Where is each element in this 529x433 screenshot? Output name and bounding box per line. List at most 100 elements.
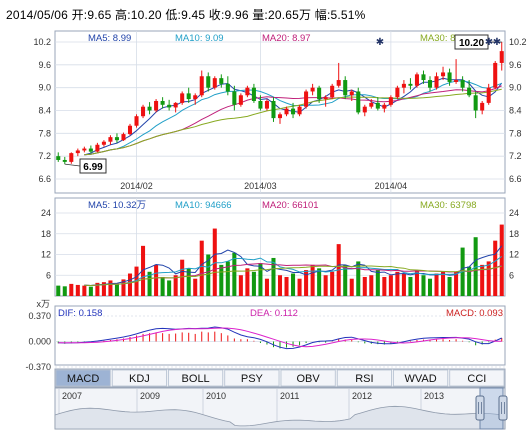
volume-bar	[382, 276, 387, 296]
price-y-tick-left: 6.6	[38, 174, 51, 184]
candle-body	[467, 87, 472, 96]
candle-body	[232, 91, 237, 105]
timeline-right-handle[interactable]	[498, 395, 508, 421]
volume-bar	[486, 261, 491, 296]
volume-bar	[291, 273, 296, 296]
price-y-tick-right: 6.6	[509, 174, 522, 184]
candle-body	[62, 159, 67, 162]
tab-psy[interactable]	[224, 369, 280, 387]
volume-bar	[323, 275, 328, 296]
indicator-tabs: MACD KDJ BOLL PSY OBV RSI WVAD CCI	[54, 368, 506, 388]
tab-label-obv[interactable]: OBV	[297, 373, 321, 385]
volume-bar	[447, 276, 452, 296]
candle-body	[173, 102, 178, 108]
tab-kdj[interactable]	[111, 369, 167, 387]
price-y-tick-left: 9.6	[38, 60, 51, 70]
volume-bar	[356, 261, 361, 296]
candle-body	[199, 76, 204, 96]
price-y-tick-left: 10.2	[33, 37, 51, 47]
candle-body	[167, 104, 172, 108]
candle-body	[473, 95, 478, 111]
tab-rsi[interactable]	[336, 369, 392, 387]
macd-y-tick: -0.370	[25, 362, 51, 372]
timeline-year-label: 2011	[280, 391, 299, 401]
volume-bar	[395, 271, 400, 296]
candle-body	[264, 100, 269, 109]
candle-body	[480, 102, 485, 111]
high-value: 10.20	[130, 8, 162, 22]
tab-macd[interactable]	[55, 369, 111, 387]
dea-line	[58, 327, 502, 348]
volume-bar	[330, 271, 335, 296]
candle-body	[121, 134, 126, 141]
candle-body	[408, 83, 413, 86]
dif-line	[58, 326, 502, 350]
dea-label: DEA: 0.112	[250, 308, 298, 319]
tab-label-rsi[interactable]: RSI	[355, 373, 373, 385]
price-y-tick-left: 9.0	[38, 83, 51, 93]
candle-body	[180, 93, 185, 103]
candle-body	[375, 102, 380, 109]
candle-body	[414, 74, 419, 86]
volume-bar	[62, 286, 67, 296]
volume-y-tick-right: 12	[509, 250, 519, 260]
timeline-year-label: 2013	[424, 391, 444, 401]
volume-bar	[69, 283, 74, 296]
high-label: 高:	[115, 8, 131, 22]
candle-body	[310, 87, 315, 92]
candle-body	[499, 51, 504, 63]
candle-body	[277, 114, 283, 119]
vol-ma30-line	[84, 265, 502, 287]
candle-body	[434, 76, 439, 88]
tab-label-cci[interactable]: CCI	[467, 373, 486, 385]
tabs-background	[54, 368, 506, 388]
candle-body	[193, 95, 198, 100]
volume-bar	[401, 273, 406, 296]
tab-obv[interactable]	[280, 369, 336, 387]
candle-body	[291, 108, 296, 115]
volume-bar	[95, 282, 100, 296]
volume-bar	[304, 270, 309, 296]
tab-label-macd[interactable]: MACD	[67, 373, 99, 385]
low-marker-label: 6.99	[83, 162, 103, 173]
macd-y-tick: 0.000	[28, 337, 51, 347]
candle-body	[284, 108, 289, 115]
tab-label-boll[interactable]: BOLL	[182, 373, 210, 385]
volume-ma-label: MA20: 66101	[262, 200, 319, 211]
candle-body	[147, 106, 152, 111]
volume-y-tick-right: 24	[509, 208, 519, 218]
volume-bar	[388, 275, 393, 296]
timeline-left-handle[interactable]	[475, 395, 485, 421]
volume-bar	[499, 224, 504, 296]
candle-body	[160, 100, 165, 105]
candle-body	[330, 85, 335, 98]
close-value: 9.96	[224, 8, 249, 22]
volume-bar	[75, 284, 80, 296]
quote-date: 2014/05/06	[6, 8, 69, 22]
candle-body	[369, 102, 374, 107]
volume-bar	[480, 264, 485, 296]
tab-cci[interactable]	[449, 369, 505, 387]
price-x-tick: 2014/02	[120, 181, 153, 191]
volume-bar	[232, 252, 237, 296]
candle-body	[186, 93, 191, 100]
volume-y-tick-left: 6	[46, 270, 51, 280]
volume-bar	[271, 257, 276, 296]
tab-wvad[interactable]	[393, 369, 449, 387]
timeline-overview-area	[54, 405, 506, 430]
tab-label-wvad[interactable]: WVAD	[405, 373, 437, 385]
volume-y-tick-left: 12	[41, 250, 51, 260]
tab-label-kdj[interactable]: KDJ	[129, 373, 150, 385]
open-value: 9.65	[87, 8, 112, 22]
candle-body	[245, 87, 250, 96]
volume-bar	[467, 266, 472, 296]
tab-label-psy[interactable]: PSY	[241, 373, 264, 385]
timeline-navigator: 2007 2009 2010 2011 2012 2013	[54, 387, 508, 430]
volume-bar	[212, 228, 217, 296]
volume-bar	[258, 263, 263, 296]
tab-boll[interactable]	[168, 369, 224, 387]
candle-body	[238, 95, 243, 105]
price-x-tick: 2014/04	[375, 181, 408, 191]
candle-body	[401, 83, 406, 88]
candle-body	[219, 78, 224, 84]
